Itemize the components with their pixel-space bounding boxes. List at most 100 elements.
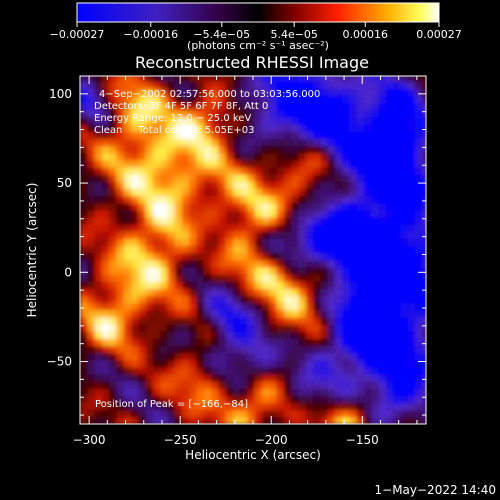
heatmap-cell bbox=[407, 331, 416, 339]
heatmap-cell bbox=[327, 309, 336, 318]
heatmap-cell bbox=[415, 316, 423, 325]
heatmap-cell bbox=[101, 195, 110, 204]
heatmap-cell bbox=[327, 338, 336, 346]
heatmap-cell bbox=[131, 81, 139, 90]
heatmap-cell bbox=[334, 309, 343, 318]
colorbar-tick-label: 5.4e−05 bbox=[270, 28, 317, 41]
heatmap-cell bbox=[240, 88, 249, 97]
heatmap-cell bbox=[123, 217, 132, 225]
heatmap-cell bbox=[356, 267, 365, 275]
heatmap-cell bbox=[218, 109, 227, 118]
heatmap-cell bbox=[123, 124, 132, 132]
heatmap-cell bbox=[145, 238, 154, 247]
heatmap-cell bbox=[378, 195, 387, 204]
heatmap-cell bbox=[371, 259, 380, 268]
heatmap-cell bbox=[152, 102, 161, 111]
x-tick-label: −150 bbox=[346, 433, 379, 447]
heatmap-cell bbox=[218, 131, 227, 139]
heatmap-cell bbox=[211, 324, 219, 332]
heatmap-cell bbox=[378, 409, 387, 418]
heatmap-cell bbox=[254, 252, 263, 261]
heatmap-cell bbox=[116, 131, 125, 139]
heatmap-cell bbox=[167, 188, 176, 197]
heatmap-cell bbox=[356, 252, 365, 261]
heatmap-cell bbox=[123, 174, 132, 182]
heatmap-cell bbox=[240, 281, 249, 289]
heatmap-cell bbox=[320, 409, 329, 418]
heatmap-cell bbox=[393, 88, 402, 97]
heatmap-cell bbox=[327, 366, 336, 375]
heatmap-cell bbox=[393, 224, 402, 232]
heatmap-cell bbox=[305, 209, 314, 218]
heatmap-cell bbox=[152, 316, 161, 325]
heatmap-cell bbox=[305, 331, 314, 339]
heatmap-cell bbox=[203, 195, 212, 204]
heatmap-cell bbox=[305, 181, 314, 189]
heatmap-cell bbox=[378, 117, 387, 125]
heatmap-cell bbox=[385, 117, 394, 125]
heatmap-cell bbox=[305, 174, 314, 182]
heatmap-cell bbox=[284, 231, 292, 239]
heatmap-cell bbox=[313, 145, 321, 154]
heatmap-cell bbox=[174, 395, 183, 404]
heatmap-cell bbox=[138, 188, 147, 197]
heatmap-cell bbox=[364, 409, 372, 418]
heatmap-cell bbox=[101, 309, 110, 318]
heatmap-cell bbox=[116, 95, 125, 104]
heatmap-cell bbox=[233, 345, 241, 354]
heatmap-cell bbox=[262, 224, 270, 232]
heatmap-cell bbox=[342, 388, 351, 396]
heatmap-cell bbox=[167, 209, 176, 218]
heatmap-cell bbox=[182, 131, 190, 139]
heatmap-cell bbox=[211, 295, 219, 304]
heatmap-cell bbox=[364, 95, 372, 104]
heatmap-cell bbox=[101, 76, 110, 82]
heatmap-cell bbox=[342, 359, 351, 368]
heatmap-cell bbox=[211, 159, 219, 168]
heatmap-cell bbox=[284, 316, 292, 325]
heatmap-cell bbox=[385, 345, 394, 354]
heatmap-cell bbox=[400, 195, 409, 204]
heatmap-cell bbox=[407, 81, 416, 90]
heatmap-cell bbox=[364, 402, 372, 411]
heatmap-cell bbox=[276, 209, 285, 218]
heatmap-cell bbox=[276, 338, 285, 346]
annotation-block: 4−Sep−2002 02:57:56.000 to 03:03:56.000 … bbox=[94, 89, 320, 136]
heatmap-cell bbox=[422, 388, 426, 396]
heatmap-cell bbox=[320, 145, 329, 154]
heatmap-cell bbox=[123, 145, 132, 154]
heatmap-cell bbox=[240, 124, 249, 132]
heatmap-cell bbox=[211, 338, 219, 346]
heatmap-cell bbox=[334, 345, 343, 354]
heatmap-cell bbox=[109, 288, 117, 297]
heatmap-cell bbox=[189, 131, 198, 139]
heatmap-cell bbox=[189, 188, 198, 197]
heatmap-cell bbox=[131, 245, 139, 254]
heatmap-cell bbox=[203, 395, 212, 404]
heatmap-cell bbox=[400, 381, 409, 389]
heatmap-cell bbox=[80, 245, 88, 254]
heatmap-cell bbox=[101, 124, 110, 132]
heatmap-cell bbox=[407, 159, 416, 168]
heatmap-cell bbox=[123, 159, 132, 168]
heatmap-cell bbox=[385, 224, 394, 232]
heatmap-cell bbox=[371, 288, 380, 297]
heatmap-cell bbox=[327, 324, 336, 332]
heatmap-cell bbox=[393, 374, 402, 382]
heatmap-cell bbox=[167, 81, 176, 90]
colorbar: −0.00027 −0.00016 −5.4e−05 5.4e−05 0.00016 0.… bbox=[50, 2, 462, 52]
heatmap-cell bbox=[152, 188, 161, 197]
heatmap-cell bbox=[305, 309, 314, 318]
heatmap-cell bbox=[247, 267, 256, 275]
heatmap-cell bbox=[313, 345, 321, 354]
heatmap-cell bbox=[225, 159, 234, 168]
heatmap-cell bbox=[393, 381, 402, 389]
heatmap-cell bbox=[298, 302, 307, 311]
heatmap-cell bbox=[342, 295, 351, 304]
heatmap-cell bbox=[203, 145, 212, 154]
heatmap-cell bbox=[109, 76, 117, 82]
heatmap-cell bbox=[174, 316, 183, 325]
heatmap-cell bbox=[364, 109, 372, 118]
heatmap-cell bbox=[254, 331, 263, 339]
